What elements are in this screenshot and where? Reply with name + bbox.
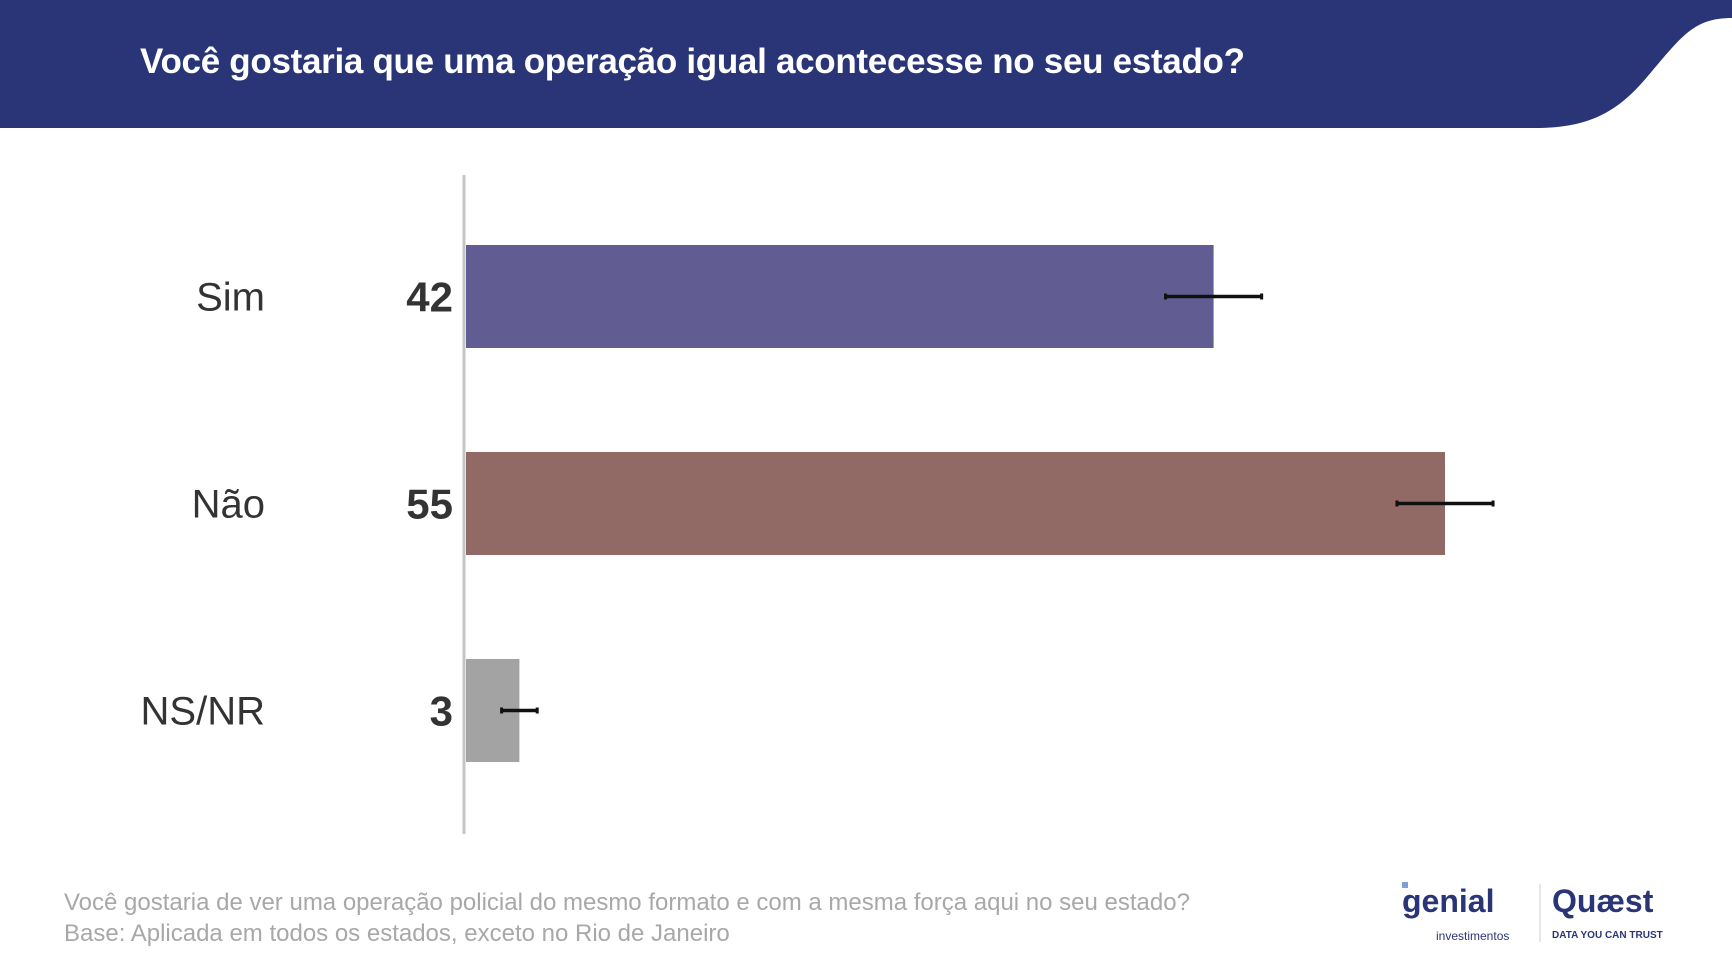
logos: genial investimentos Quæst DATA YOU CAN … xyxy=(1402,882,1663,943)
header-banner xyxy=(0,0,1732,128)
quaest-logo-text: Quæst xyxy=(1552,883,1654,919)
genial-logo-text: genial xyxy=(1402,883,1494,919)
bar-0 xyxy=(466,245,1214,348)
quaest-logo: Quæst DATA YOU CAN TRUST xyxy=(1552,883,1663,941)
genial-logo-mark xyxy=(1402,882,1408,888)
genial-logo: genial investimentos xyxy=(1402,882,1509,943)
value-label: 3 xyxy=(430,688,453,735)
header-shape xyxy=(0,0,1732,128)
category-label: Sim xyxy=(196,276,265,320)
value-label: 42 xyxy=(406,274,453,321)
value-label: 55 xyxy=(406,481,453,528)
bar-1 xyxy=(466,452,1445,555)
category-label: NS/NR xyxy=(141,690,265,734)
page-title: Você gostaria que uma operação igual aco… xyxy=(140,42,1245,81)
category-label: Não xyxy=(192,483,265,527)
genial-logo-subtext: investimentos xyxy=(1436,929,1509,943)
quaest-logo-subtext: DATA YOU CAN TRUST xyxy=(1552,930,1663,941)
footer-base: Base: Aplicada em todos os estados, exce… xyxy=(64,920,730,947)
footer-question: Você gostaria de ver uma operação polici… xyxy=(64,889,1190,916)
